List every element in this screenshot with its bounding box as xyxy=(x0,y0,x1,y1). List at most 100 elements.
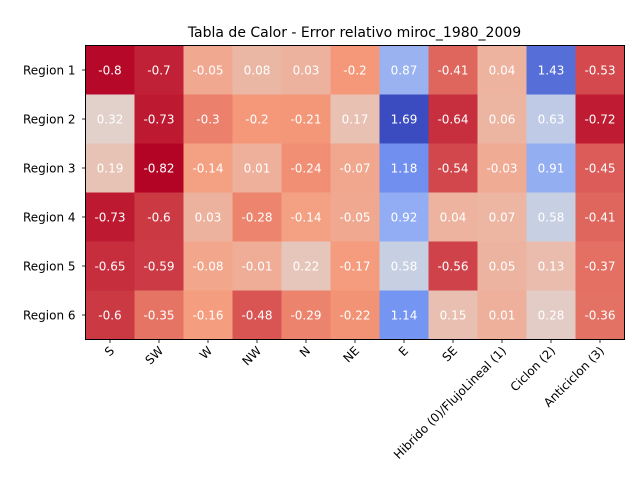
cell-value-label: -0.56 xyxy=(437,260,468,274)
cell-value-label: 0.17 xyxy=(342,113,369,127)
heatmap-cell xyxy=(575,45,625,95)
cell-value-label: -0.54 xyxy=(437,162,468,176)
cell-value-label: -0.07 xyxy=(339,162,370,176)
cell-value-label: -0.7 xyxy=(147,64,170,78)
y-tick-label: Region 3 xyxy=(23,162,76,176)
y-tick-label: Region 1 xyxy=(23,64,76,78)
heatmap-cell xyxy=(330,45,380,95)
heatmap-cell xyxy=(428,143,478,193)
cell-value-label: -0.29 xyxy=(290,309,321,323)
heatmap-cell xyxy=(183,241,233,291)
cell-value-label: 0.22 xyxy=(293,260,320,274)
cell-value-label: 0.07 xyxy=(489,211,516,225)
x-tick-label: SW xyxy=(142,344,166,368)
cell-value-label: -0.17 xyxy=(339,260,370,274)
cell-value-label: -0.41 xyxy=(437,64,468,78)
heatmap-cell xyxy=(183,94,233,144)
heatmap-cell xyxy=(232,94,282,144)
cell-value-label: 0.01 xyxy=(489,309,516,323)
heatmap-cell xyxy=(85,45,135,95)
heatmap-cell xyxy=(134,192,184,242)
cell-value-label: -0.14 xyxy=(290,211,321,225)
cell-value-label: 0.03 xyxy=(195,211,222,225)
y-tick-label: Region 4 xyxy=(23,211,76,225)
heatmap-cell xyxy=(379,241,429,291)
cell-value-label: 1.14 xyxy=(391,309,418,323)
heatmap-cell xyxy=(477,241,527,291)
y-axis: Region 1 Region 2 Region 3 Region 4 Region 5… xyxy=(23,64,86,323)
heatmap-cell xyxy=(85,290,135,340)
heatmap-cell xyxy=(134,45,184,95)
cell-value-label: -0.3 xyxy=(196,113,219,127)
heatmap-cell xyxy=(526,45,576,95)
cell-value-label: 1.69 xyxy=(391,113,418,127)
heatmap-cell xyxy=(134,143,184,193)
heatmap-cell xyxy=(526,94,576,144)
x-tick-label: N xyxy=(297,344,313,360)
heatmap-cell xyxy=(575,241,625,291)
cell-value-label: -0.45 xyxy=(584,162,615,176)
heatmap-cell xyxy=(526,143,576,193)
cell-value-label: -0.37 xyxy=(584,260,615,274)
cell-value-label: 0.91 xyxy=(538,162,565,176)
cell-value-label: 0.08 xyxy=(244,64,271,78)
cell-value-label: 0.63 xyxy=(538,113,565,127)
heatmap-cell xyxy=(232,45,282,95)
cell-value-label: 0.04 xyxy=(489,64,516,78)
cell-value-label: -0.72 xyxy=(584,113,615,127)
cell-value-label: 0.04 xyxy=(440,211,467,225)
heatmap-cell xyxy=(330,241,380,291)
heatmap-cell xyxy=(477,94,527,144)
heatmap-cell xyxy=(526,290,576,340)
cell-value-label: 0.92 xyxy=(391,211,418,225)
cell-value-label: -0.16 xyxy=(192,309,223,323)
x-tick-label: Ciclon (2) xyxy=(508,344,558,394)
cell-value-label: 0.58 xyxy=(538,211,565,225)
cell-value-label: 1.43 xyxy=(538,64,565,78)
y-tick-label: Region 6 xyxy=(23,309,76,323)
heatmap-cell xyxy=(379,192,429,242)
heatmap-cell xyxy=(575,192,625,242)
heatmap-cell xyxy=(183,143,233,193)
x-tick-label: W xyxy=(197,344,215,362)
heatmap-cell xyxy=(379,290,429,340)
cell-value-label: 0.58 xyxy=(391,260,418,274)
heatmap-cell xyxy=(477,192,527,242)
heatmap-cell xyxy=(428,241,478,291)
heatmap-cell xyxy=(281,45,331,95)
cell-value-label: -0.53 xyxy=(584,64,615,78)
cell-value-label: 0.13 xyxy=(538,260,565,274)
heatmap-cell xyxy=(232,192,282,242)
heatmap-cell xyxy=(85,143,135,193)
cell-value-label: -0.64 xyxy=(437,113,468,127)
heatmap-cell-labels: -0.8 -0.7 -0.05 0.08 0.03 -0.2 0.87 -0.41 0.04 1.… xyxy=(94,64,615,323)
y-tick-label: Region 2 xyxy=(23,113,76,127)
x-tick-label: S xyxy=(102,344,117,359)
cell-value-label: -0.22 xyxy=(339,309,370,323)
cell-value-label: -0.35 xyxy=(143,309,174,323)
heatmap-cell xyxy=(575,143,625,193)
x-tick-label: SE xyxy=(439,344,460,365)
heatmap-cell xyxy=(379,45,429,95)
cell-value-label: -0.28 xyxy=(241,211,272,225)
cell-value-label: 0.19 xyxy=(97,162,124,176)
cell-value-label: 0.32 xyxy=(97,113,124,127)
heatmap-cell xyxy=(281,94,331,144)
heatmap-cell xyxy=(330,290,380,340)
heatmap-cell xyxy=(526,192,576,242)
heatmap-cell xyxy=(330,94,380,144)
heatmap-cell xyxy=(134,94,184,144)
cell-value-label: 0.28 xyxy=(538,309,565,323)
cell-value-label: -0.03 xyxy=(486,162,517,176)
cell-value-label: -0.05 xyxy=(192,64,223,78)
heatmap-cell xyxy=(575,290,625,340)
cell-value-label: -0.59 xyxy=(143,260,174,274)
heatmap-cell xyxy=(281,192,331,242)
x-tick-label: E xyxy=(396,344,411,359)
cell-value-label: -0.08 xyxy=(192,260,223,274)
cell-value-label: -0.2 xyxy=(343,64,366,78)
cell-value-label: 0.06 xyxy=(489,113,516,127)
heatmap-cell xyxy=(526,241,576,291)
